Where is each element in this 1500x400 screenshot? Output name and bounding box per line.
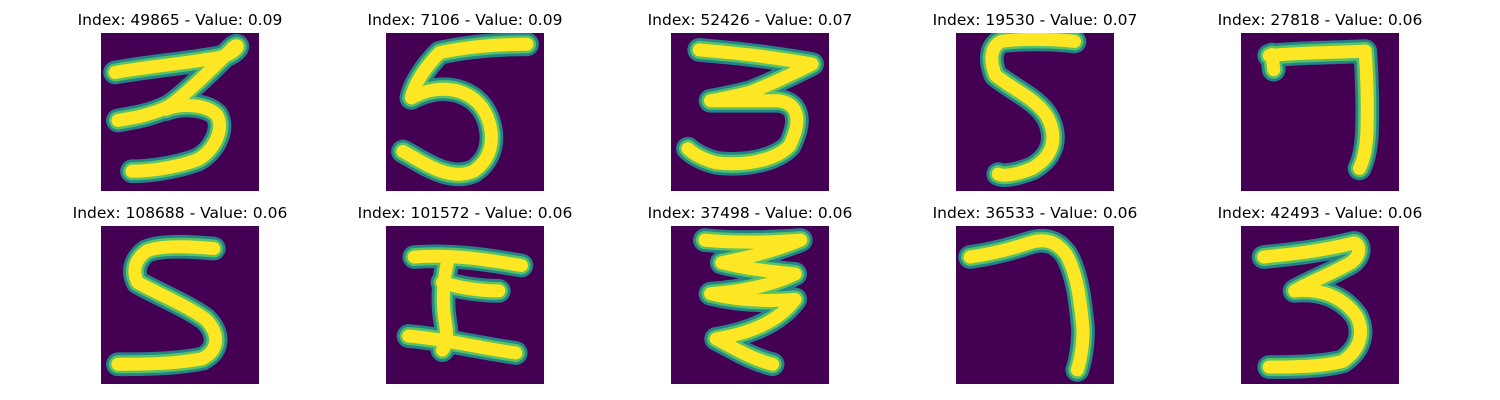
- digit-stroke: [963, 234, 1090, 377]
- digit-5-glyph: [391, 33, 539, 187]
- panel-title: Index: 19530 - Value: 0.07: [932, 11, 1138, 29]
- digit-3-glyph: [676, 38, 824, 176]
- panel: Index: 52426 - Value: 0.07: [630, 9, 870, 191]
- panel-title: Index: 52426 - Value: 0.07: [647, 11, 853, 29]
- panel: Index: 27818 - Value: 0.06: [1200, 9, 1440, 191]
- panel: Index: 42493 - Value: 0.06: [1200, 202, 1440, 384]
- digit-3-glyph: [103, 34, 250, 184]
- panel: Index: 7106 - Value: 0.09: [345, 9, 585, 191]
- digit-image: [671, 226, 829, 384]
- panel-title: Index: 27818 - Value: 0.06: [1217, 11, 1423, 29]
- digit-image: [386, 226, 544, 384]
- digit-stroke: [681, 43, 819, 171]
- digit-stroke: [1257, 236, 1367, 374]
- panel: Index: 36533 - Value: 0.06: [915, 202, 1155, 384]
- digit-7-glyph: [958, 228, 1095, 382]
- digit-stroke: [698, 233, 808, 371]
- digit-image: [101, 226, 259, 384]
- panel-title: Index: 49865 - Value: 0.09: [77, 11, 283, 29]
- digit-stroke: [985, 33, 1081, 182]
- panel-title: Index: 42493 - Value: 0.06: [1217, 204, 1423, 222]
- digit-image: [1241, 33, 1399, 191]
- panel-title: Index: 108688 - Value: 0.06: [72, 204, 288, 222]
- digit-7-glyph: [1257, 39, 1380, 181]
- panel-title: Index: 101572 - Value: 0.06: [357, 204, 573, 222]
- digit-image: [671, 33, 829, 191]
- digit-5-glyph: [396, 244, 534, 365]
- panel: Index: 101572 - Value: 0.06: [345, 202, 585, 384]
- panel: Index: 19530 - Value: 0.07: [915, 9, 1155, 191]
- digit-image: [1241, 226, 1399, 384]
- digit-stroke: [402, 249, 528, 360]
- panel: Index: 37498 - Value: 0.06: [630, 202, 870, 384]
- digit-image: [386, 33, 544, 191]
- digit-3-glyph: [693, 228, 813, 377]
- digit-stroke: [396, 37, 534, 181]
- digit-stroke: [108, 39, 244, 178]
- digit-stroke: [1257, 39, 1380, 181]
- digit-image: [956, 226, 1114, 384]
- panel-title: Index: 37498 - Value: 0.06: [647, 204, 853, 222]
- panel: Index: 108688 - Value: 0.06: [60, 202, 300, 384]
- digit-3-glyph: [1251, 231, 1373, 379]
- digit-stroke: [1262, 44, 1374, 175]
- digit-image: [956, 33, 1114, 191]
- digit-5-glyph: [979, 33, 1087, 188]
- digit-5-glyph: [106, 234, 228, 377]
- panel: Index: 49865 - Value: 0.09: [60, 9, 300, 191]
- digit-stroke: [111, 240, 223, 371]
- panel-title: Index: 36533 - Value: 0.06: [932, 204, 1138, 222]
- panel-title: Index: 7106 - Value: 0.09: [367, 11, 563, 29]
- digit-image: [101, 33, 259, 191]
